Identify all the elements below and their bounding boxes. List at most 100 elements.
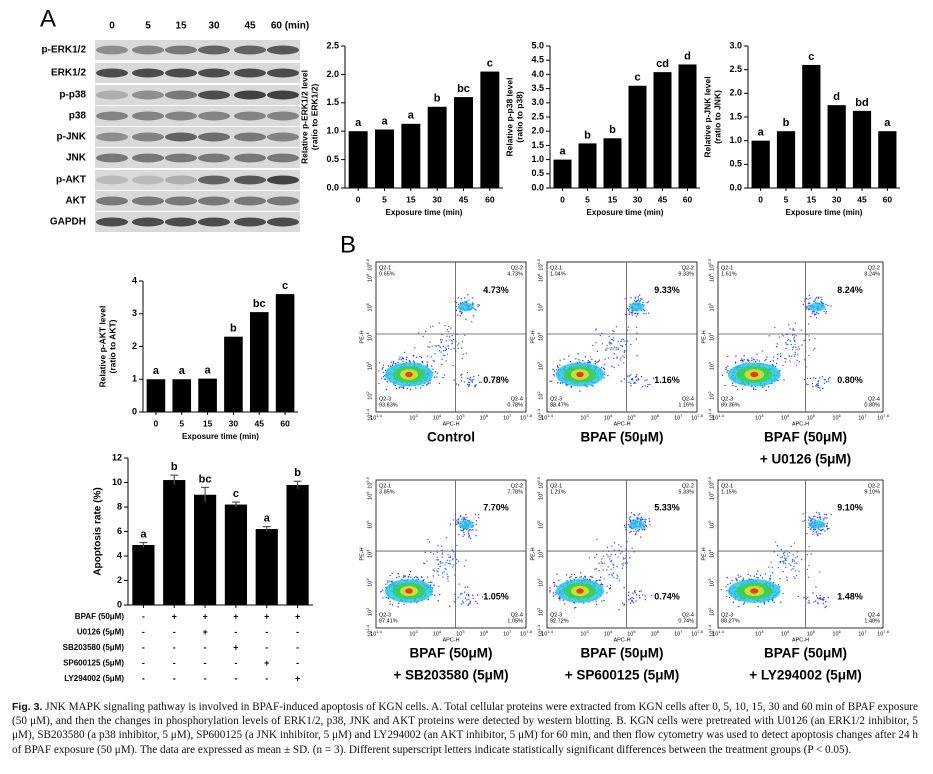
event-dot (822, 602, 824, 605)
event-dot (587, 361, 589, 363)
event-dot (440, 562, 442, 565)
bar (852, 110, 872, 188)
event-dot (810, 315, 812, 318)
event-dot (822, 387, 824, 390)
y-tick-label: 101.4 (365, 624, 373, 636)
quadrant-name: Q2-4 (868, 396, 880, 402)
x-tick-label: 103 (580, 629, 589, 637)
event-dot (808, 600, 810, 602)
bar (163, 480, 186, 605)
event-dot (742, 361, 744, 363)
y-tick-label: 1.5 (531, 140, 544, 150)
event-dot (809, 517, 811, 519)
event-dot (402, 360, 404, 363)
event-dot (611, 338, 613, 341)
event-dot (420, 387, 422, 389)
event-dot (466, 599, 468, 601)
tick-exponent: 6 (536, 491, 541, 494)
event-dot (783, 560, 785, 562)
event-dot (462, 516, 464, 519)
event-dot (818, 532, 820, 535)
event-dot (803, 359, 806, 361)
event-dot (807, 602, 809, 604)
event-dot (825, 312, 827, 314)
tick-exponent: 4 (787, 413, 790, 418)
event-dot (606, 546, 609, 549)
event-dot (449, 563, 451, 565)
y-axis-label: (ratio to JNK) (712, 90, 722, 144)
event-dot (640, 590, 642, 592)
panel-title: + LY294002 (5μM) (749, 668, 861, 683)
quadrant-name: Q2-3 (379, 612, 391, 618)
tick-exponent: 1.4 (707, 624, 712, 630)
event-dot (762, 386, 764, 389)
y-tick-label: 1.0 (729, 135, 742, 145)
event-dot (603, 368, 606, 371)
event-dot (398, 602, 400, 605)
event-dot (794, 353, 796, 355)
event-dot (453, 347, 455, 350)
event-dot (632, 597, 635, 600)
event-dot (616, 574, 618, 576)
event-dot (412, 360, 415, 362)
event-dot (467, 595, 470, 597)
blot-band (198, 153, 230, 163)
bar (427, 106, 447, 188)
event-dot (630, 311, 632, 314)
event-dot (620, 359, 622, 361)
event-dot (724, 384, 726, 387)
event-dot (824, 513, 826, 516)
event-dot (480, 381, 482, 383)
y-tick-label: 102 (536, 607, 544, 616)
event-dot (384, 378, 387, 380)
event-dot (427, 599, 429, 601)
quadrant-highlight: 1.48% (837, 591, 863, 601)
event-dot (793, 542, 796, 544)
treatment-sign: - (204, 642, 207, 652)
lane-label: 60 (min) (271, 21, 309, 32)
event-dot (601, 583, 603, 585)
event-dot (459, 311, 462, 313)
blot-band (198, 111, 230, 121)
event-dot (651, 594, 653, 597)
x-tick-label: 107 (674, 629, 683, 637)
event-dot (720, 588, 722, 591)
tick-exponent: 1.4 (718, 413, 724, 418)
event-dot (782, 364, 784, 367)
x-tick-label: 104 (604, 629, 613, 637)
treatment-sign: - (296, 627, 299, 637)
quadrant-percent: 3.85% (379, 489, 395, 495)
y-tick-label: 106.5 (536, 476, 544, 488)
event-dot (646, 302, 648, 304)
x-tick-label: 107 (858, 413, 867, 421)
tick-exponent: 1.4 (536, 624, 541, 630)
event-dot (397, 606, 399, 608)
treatment-sign: + (233, 642, 238, 652)
caption-text: JNK MAPK signaling pathway is involved i… (12, 701, 918, 756)
event-dot (434, 352, 436, 355)
event-dot (453, 551, 455, 553)
blot-band (198, 175, 230, 185)
event-dot (391, 580, 393, 582)
event-dot (795, 335, 797, 337)
significance-letter: a (179, 365, 186, 377)
significance-letter: b (230, 323, 237, 335)
quadrant-percent: 0.80% (864, 402, 880, 408)
event-dot (735, 577, 737, 580)
event-dot (584, 575, 586, 578)
quadrant-name: Q2-1 (379, 483, 391, 489)
density-core (629, 302, 645, 312)
significance-letter: a (355, 117, 362, 129)
event-dot (732, 601, 735, 604)
blot-band (198, 90, 230, 100)
event-dot (635, 375, 637, 378)
event-dot (623, 356, 626, 359)
tick-exponent: 6 (486, 629, 489, 634)
significance-letter: b (294, 467, 301, 479)
event-dot (817, 297, 819, 300)
event-dot (757, 577, 759, 579)
tick-exponent: 5 (633, 629, 636, 634)
event-dot (648, 520, 651, 523)
y-axis-label: PE-H (701, 330, 707, 343)
event-dot (448, 336, 451, 338)
